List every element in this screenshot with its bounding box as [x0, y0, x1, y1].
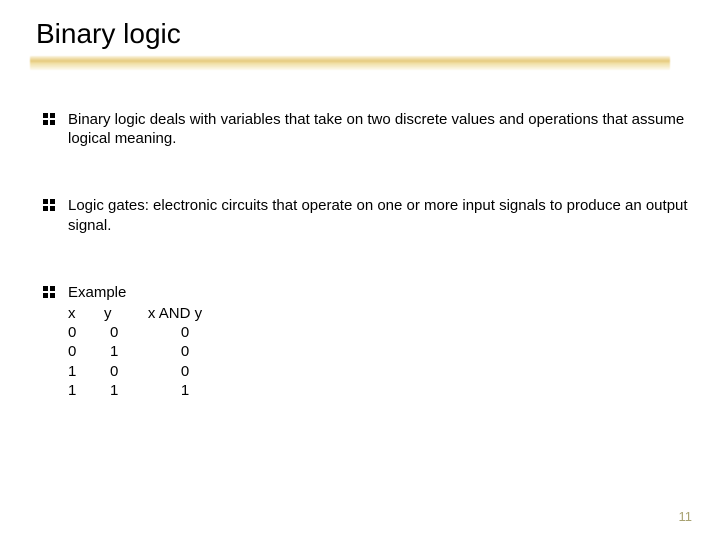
table-cell: 0	[140, 362, 210, 381]
table-cell: 0	[104, 362, 140, 381]
bullet-item: Binary logic deals with variables that t…	[42, 110, 690, 148]
table-cell: 0	[140, 342, 210, 361]
table-cell: 1	[140, 381, 210, 400]
table-cell: 0	[140, 323, 210, 342]
title-divider	[30, 56, 670, 70]
table-cell: 1	[68, 381, 104, 400]
example-label: Example	[68, 283, 210, 302]
slide-content: Binary logic deals with variables that t…	[30, 110, 690, 400]
table-header-row: x y x AND y	[68, 304, 210, 323]
bullet-text: Logic gates: electronic circuits that op…	[68, 196, 688, 234]
table-row: 1 0 0	[68, 362, 210, 381]
example-block: Example x y x AND y 0 0 0 0 1	[42, 283, 690, 400]
table-cell: 1	[68, 362, 104, 381]
slide-title: Binary logic	[36, 18, 690, 50]
table-header: y	[104, 304, 140, 323]
table-cell: 0	[104, 323, 140, 342]
bullet-text: Binary logic deals with variables that t…	[68, 110, 688, 148]
page-number: 11	[679, 509, 693, 524]
bullet-icon	[42, 285, 56, 299]
table-row: 1 1 1	[68, 381, 210, 400]
table-header: x	[68, 304, 104, 323]
table-row: 0 0 0	[68, 323, 210, 342]
table-cell: 0	[68, 323, 104, 342]
table-cell: 1	[104, 342, 140, 361]
bullet-icon	[42, 112, 56, 126]
table-cell: 0	[68, 342, 104, 361]
example-body: Example x y x AND y 0 0 0 0 1	[68, 283, 210, 400]
table-row: 0 1 0	[68, 342, 210, 361]
table-header: x AND y	[140, 304, 210, 323]
slide: Binary logic Binary logic deals with var…	[0, 0, 720, 540]
table-cell: 1	[104, 381, 140, 400]
bullet-item: Logic gates: electronic circuits that op…	[42, 196, 690, 234]
bullet-icon	[42, 198, 56, 212]
truth-table: x y x AND y 0 0 0 0 1 0 1	[68, 304, 210, 400]
